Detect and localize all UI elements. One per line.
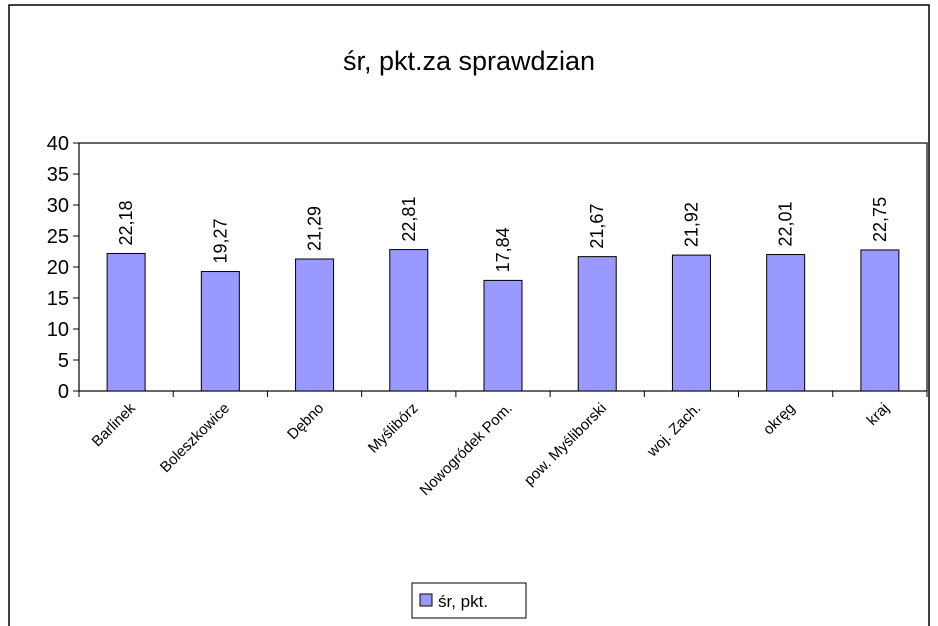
x-tick-label: Dębno <box>284 400 327 443</box>
y-tick-label: 5 <box>58 350 69 372</box>
bar <box>295 258 335 392</box>
legend-label: śr, pkt. <box>438 592 488 611</box>
x-tick-label: pow. Myśliborski <box>521 400 610 489</box>
chart-title: śr, pkt.za sprawdzian <box>343 46 595 76</box>
data-label: 19,27 <box>210 218 230 263</box>
x-tick-label: Barlinek <box>89 399 140 450</box>
bar <box>483 279 523 392</box>
y-tick-label: 25 <box>47 226 69 248</box>
y-tick-label: 35 <box>47 164 69 186</box>
chart-frame <box>8 4 930 626</box>
bar <box>389 249 429 392</box>
data-label: 22,75 <box>870 197 890 242</box>
x-tick-label: woj. Zach. <box>643 400 704 461</box>
data-label: 22,18 <box>116 200 136 245</box>
x-tick-label: Nowogródek Pom. <box>417 400 516 499</box>
bar <box>577 256 617 392</box>
legend-swatch <box>419 593 433 607</box>
data-label: 17,84 <box>493 227 513 272</box>
data-label: 21,29 <box>305 206 325 251</box>
y-tick-label: 15 <box>47 288 69 310</box>
data-label: 22,81 <box>399 197 419 242</box>
x-tick-label: kraj <box>864 400 893 429</box>
data-label: 21,67 <box>587 204 607 249</box>
y-tick-label: 40 <box>47 133 69 155</box>
data-label: 21,92 <box>681 202 701 247</box>
x-tick-label: Boleszkowice <box>157 400 233 476</box>
x-tick-label: Myślibórz <box>365 400 422 457</box>
bar <box>671 254 711 392</box>
y-tick-label: 30 <box>47 195 69 217</box>
bar <box>766 254 806 392</box>
bar <box>200 271 240 392</box>
bar <box>106 252 146 392</box>
bar <box>860 249 900 392</box>
y-tick-label: 10 <box>47 319 69 341</box>
y-tick-label: 20 <box>47 257 69 279</box>
data-label: 22,01 <box>776 201 796 246</box>
x-tick-label: okręg <box>760 400 799 439</box>
y-tick-label: 0 <box>58 381 69 403</box>
